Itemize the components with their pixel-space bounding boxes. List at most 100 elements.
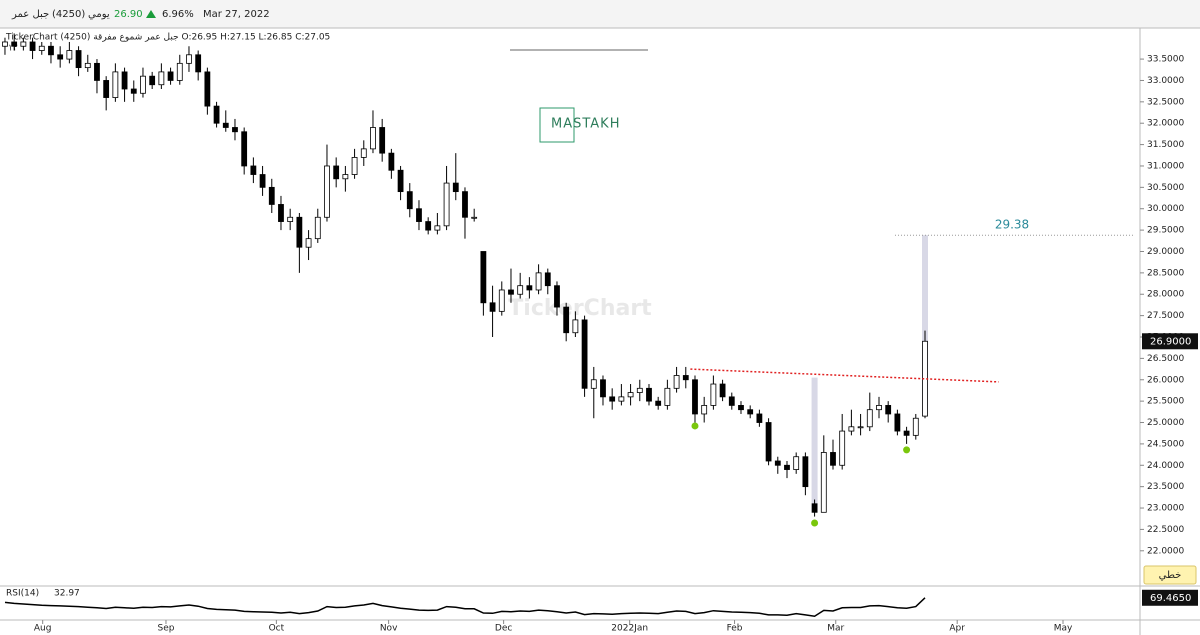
y-tick-label: 24.5000 (1147, 439, 1184, 449)
x-tick-label: Dec (495, 624, 512, 634)
logo: MASTAKH (551, 117, 621, 132)
rsi-line (4, 597, 926, 617)
candle-body (590, 379, 597, 389)
x-tick-label: Mar (827, 624, 844, 634)
candle-body (268, 186, 275, 205)
up-arrow (146, 10, 156, 18)
candle-body (379, 127, 386, 154)
candle-body (452, 182, 459, 193)
candle-body (738, 405, 744, 411)
candle-body (20, 41, 27, 47)
x-tick-label: Sep (157, 624, 174, 634)
candle-body (176, 62, 183, 81)
candle-body (29, 41, 36, 51)
resistance-line (690, 368, 999, 383)
candle-body (655, 400, 662, 406)
mode-button[interactable] (1143, 565, 1197, 585)
candle-body (489, 302, 496, 312)
candle-body (84, 62, 91, 69)
candle-body (581, 319, 588, 389)
candle-body (140, 75, 146, 94)
candle-body (250, 165, 257, 175)
candle-body (314, 216, 321, 240)
x-tick-label: Oct (269, 624, 285, 634)
candle-body (682, 375, 689, 381)
candle-body (728, 396, 735, 406)
candle-body (554, 285, 560, 308)
rsi-readout: 32.97 (54, 589, 80, 599)
candle-body (94, 62, 100, 81)
y-tick-label: 22.5000 (1147, 525, 1184, 535)
candle-body (572, 319, 579, 334)
candle-body (848, 426, 855, 432)
candle-body (673, 375, 680, 389)
candle-body (600, 379, 606, 398)
x-tick-label: Aug (34, 624, 52, 634)
y-tick-label: 25.5000 (1147, 397, 1184, 407)
candle-body (305, 238, 312, 248)
candle-body (204, 71, 211, 107)
candle-body (903, 430, 910, 436)
candle-body (747, 409, 754, 415)
candle-body (774, 460, 781, 466)
logo-box (539, 107, 575, 143)
candle-body (370, 127, 376, 150)
stock-name: جبل عمر (11, 9, 49, 20)
candle-body (885, 405, 892, 415)
candle-body (38, 45, 45, 51)
candle-body (195, 54, 202, 73)
sub-label: ١٢ (8, 44, 18, 54)
mode-button-label[interactable]: خطي (1159, 570, 1182, 581)
y-tick-label: 23.5000 (1147, 482, 1184, 492)
price: 26.90 (114, 9, 143, 20)
candle-body (471, 216, 478, 219)
y-tick-label: 23.0000 (1147, 504, 1184, 514)
stock-code: (4250) (52, 9, 85, 20)
watermark: TickerChart (508, 296, 652, 321)
candle-body (213, 105, 220, 124)
x-tick-label: Nov (380, 624, 398, 634)
target-label: 29.38 (995, 218, 1029, 232)
candle-body (820, 452, 827, 513)
candle-body (149, 75, 156, 86)
candle-body (2, 41, 8, 47)
legend-line: TickerChart جبل عمر شموع مفرقة (4250) O:… (5, 33, 330, 43)
candle-body (388, 152, 395, 171)
candle-body (57, 54, 64, 60)
period: يومي (88, 9, 110, 20)
y-tick-label: 30.5000 (1147, 183, 1184, 193)
y-tick-label: 22.0000 (1147, 546, 1184, 556)
candle-body (103, 80, 110, 98)
x-tick-label: Feb (727, 624, 743, 634)
candle-body (425, 221, 432, 231)
rsi-badge (1142, 589, 1198, 606)
candle-body (112, 71, 119, 98)
x-tick-label: Apr (949, 624, 965, 634)
candle-body (462, 191, 468, 218)
price-badge-label: 26.9000 (1150, 336, 1191, 347)
rsi-badge-label: 69.4650 (1150, 593, 1191, 604)
candle-body (48, 45, 54, 56)
candle-body (710, 383, 717, 406)
candle-body (416, 208, 422, 222)
x-tick-label: May (1054, 624, 1073, 634)
candle-body (278, 204, 284, 222)
candle-body (333, 165, 340, 180)
candle-body (544, 272, 551, 287)
candle-body (876, 405, 882, 411)
candle-body (664, 387, 671, 406)
candle-body (434, 225, 441, 231)
candle-body (756, 413, 763, 423)
y-tick-label: 31.5000 (1147, 140, 1184, 150)
candle-body (480, 251, 487, 304)
candle-body (646, 387, 652, 402)
candle-body (443, 182, 450, 227)
pivot-dot (811, 519, 819, 527)
candle-body (857, 426, 864, 429)
candle-body (397, 169, 404, 193)
candle-body (508, 289, 514, 295)
y-tick-label: 33.5000 (1147, 55, 1184, 65)
candle-body (811, 503, 818, 513)
